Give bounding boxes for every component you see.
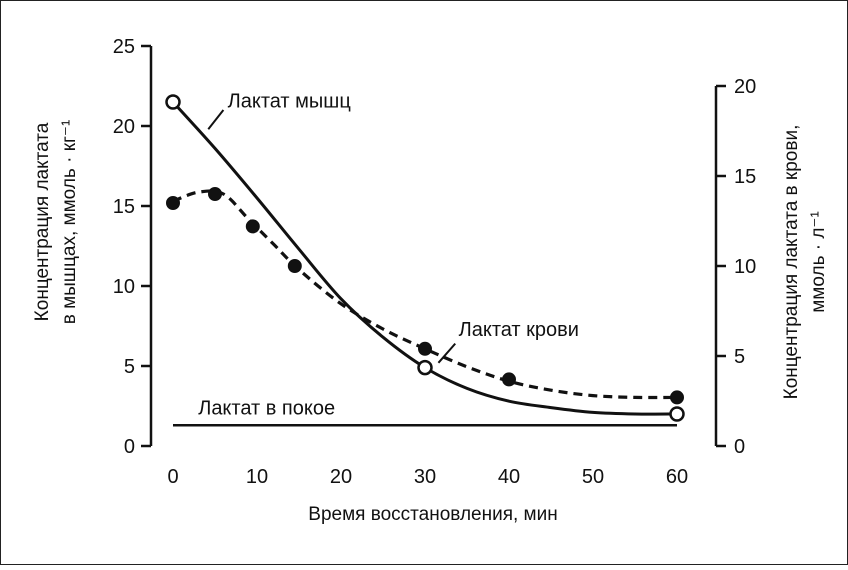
markers-layer (165, 94, 685, 422)
blood-lactate-point (208, 187, 222, 201)
right-tick-label: 5 (734, 346, 745, 368)
blood-lactate-point (245, 219, 260, 234)
left-tick-label: 5 (124, 356, 135, 378)
left-tick-label: 20 (113, 116, 135, 138)
blood-lactate-leader (437, 342, 456, 364)
left-axis-title-line1-group: Концентрация лактата (32, 122, 53, 321)
left-tick-label: 15 (113, 196, 135, 218)
right-tick-label: 15 (734, 166, 756, 188)
muscle-lactate-point (417, 359, 433, 376)
muscle-lactate-leader (207, 109, 225, 130)
left-axis-title-line2: в мышцах, ммоль · кг⁻¹ (59, 120, 80, 325)
blood-lactate-point (287, 259, 302, 273)
x-tick-label: 10 (246, 466, 268, 488)
right-axis-ticks: 0 5 10 15 20 (716, 76, 756, 458)
x-axis-title: Время восстановления, мин (308, 504, 557, 525)
blood-lactate-point (670, 390, 684, 405)
blood-lactate-label: Лактат крови (459, 319, 579, 341)
right-tick-label: 0 (734, 436, 745, 458)
x-tick-label: 50 (582, 466, 604, 488)
right-tick-label: 20 (734, 76, 756, 98)
x-tick-label: 30 (414, 466, 436, 488)
blood-lactate-line (172, 189, 678, 400)
right-axis-title-line1-group: Концентрация лактата в крови, (781, 125, 802, 400)
right-axis-title-line1: Концентрация лактата в крови, (781, 125, 802, 400)
annotations-layer: Лактат мышц Лактат крови Лактат в покое (198, 90, 579, 419)
x-axis-ticks: 0 10 20 30 40 50 60 (167, 466, 688, 488)
left-tick-label: 10 (113, 276, 135, 298)
left-tick-label: 0 (124, 436, 135, 458)
muscle-lactate-point (165, 94, 181, 110)
left-axis-title-line1: Концентрация лактата (32, 122, 53, 321)
right-axis-title-line2: ммоль · л⁻¹ (808, 211, 829, 313)
blood-lactate-point (418, 341, 432, 356)
x-tick-label: 0 (167, 466, 178, 488)
rest-lactate-label: Лактат в покое (198, 398, 335, 420)
muscle-lactate-label: Лактат мышц (228, 90, 351, 112)
muscle-lactate-point (669, 406, 685, 422)
left-tick-label: 25 (113, 36, 135, 58)
left-axis-title-line2-group: в мышцах, ммоль · кг⁻¹ (59, 120, 80, 325)
blood-lactate-point (166, 196, 180, 210)
left-axis-ticks: 0 5 10 15 20 25 (113, 36, 151, 458)
x-tick-label: 20 (330, 466, 352, 488)
blood-lactate-point (502, 372, 516, 387)
right-axis-title-line2-group: ммоль · л⁻¹ (808, 211, 829, 313)
right-tick-label: 10 (734, 256, 756, 278)
x-tick-label: 40 (498, 466, 520, 488)
x-tick-label: 60 (666, 466, 688, 488)
